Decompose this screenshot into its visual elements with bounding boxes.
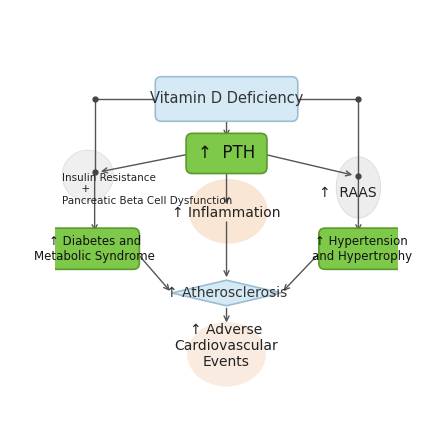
Text: ↑ Hypertension
and Hypertrophy: ↑ Hypertension and Hypertrophy xyxy=(312,235,412,263)
Ellipse shape xyxy=(189,179,268,244)
FancyBboxPatch shape xyxy=(155,77,298,121)
Polygon shape xyxy=(171,280,282,306)
Text: Vitamin D Deficiency: Vitamin D Deficiency xyxy=(150,91,303,107)
FancyBboxPatch shape xyxy=(186,133,267,174)
Text: ↑ Atherosclerosis: ↑ Atherosclerosis xyxy=(166,286,287,300)
Text: Insulin Resistance
      +
Pancreatic Beta Cell Dysfunction: Insulin Resistance + Pancreatic Beta Cel… xyxy=(62,172,232,206)
FancyBboxPatch shape xyxy=(319,228,405,269)
Text: ↑ Diabetes and
Metabolic Syndrome: ↑ Diabetes and Metabolic Syndrome xyxy=(34,235,155,263)
Text: ↑ Adverse
Cardiovascular
Events: ↑ Adverse Cardiovascular Events xyxy=(175,323,278,369)
FancyBboxPatch shape xyxy=(50,228,139,269)
Ellipse shape xyxy=(62,150,114,201)
Text: ↑  RAAS: ↑ RAAS xyxy=(319,186,377,200)
Ellipse shape xyxy=(187,322,266,387)
Ellipse shape xyxy=(336,157,381,218)
Text: ↑  PTH: ↑ PTH xyxy=(198,145,255,163)
Text: ↑ Inflammation: ↑ Inflammation xyxy=(172,206,281,220)
